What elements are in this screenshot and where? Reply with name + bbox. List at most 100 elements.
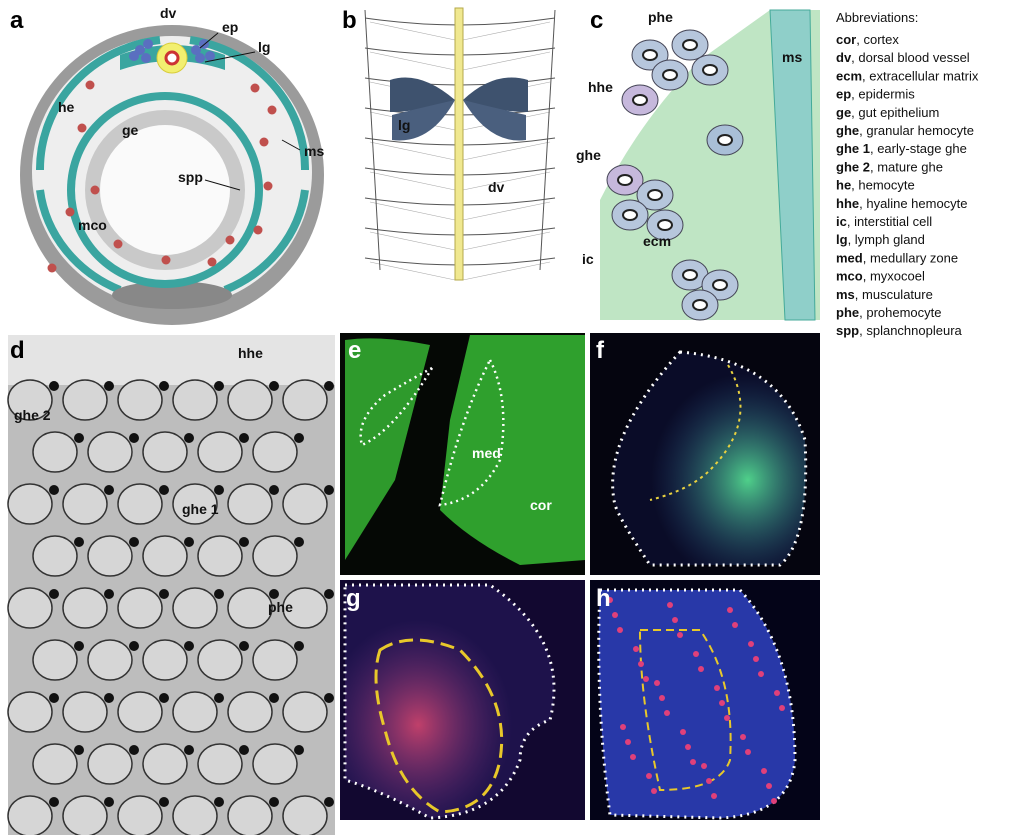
- lymph-gland-outline: [343, 583, 556, 820]
- fiber: [369, 21, 456, 41]
- granule: [214, 589, 224, 599]
- lymph-gland-lobe: [392, 100, 455, 141]
- hemocyte: [263, 181, 273, 191]
- fiber: [462, 21, 551, 41]
- nucleus: [142, 639, 188, 681]
- red-cell: [620, 724, 626, 730]
- hemocyte: [85, 80, 95, 90]
- abbreviation-definition: , extracellular matrix: [862, 68, 979, 83]
- granule: [159, 485, 169, 495]
- nucleus: [712, 279, 728, 291]
- abbreviation-term: hhe: [836, 196, 859, 211]
- nucleus: [117, 795, 163, 835]
- red-cell: [677, 632, 683, 638]
- abbreviation-definition: , medullary zone: [863, 250, 958, 265]
- medulla-outline: [374, 638, 504, 814]
- red-cell: [719, 700, 725, 706]
- nucleus: [62, 691, 108, 733]
- red-cell: [643, 676, 649, 682]
- granule: [324, 485, 334, 495]
- annotation: phe: [268, 599, 293, 615]
- granule: [129, 641, 139, 651]
- annotation: hhe: [588, 79, 613, 95]
- red-cell: [617, 627, 623, 633]
- abbreviation-definition: , early-stage ghe: [870, 141, 967, 156]
- granule: [239, 537, 249, 547]
- nucleus: [117, 587, 163, 629]
- nucleus: [617, 174, 633, 186]
- red-cell: [690, 759, 696, 765]
- granule: [324, 797, 334, 807]
- granule: [184, 537, 194, 547]
- granule: [269, 589, 279, 599]
- abbreviation: spp, splanchnopleura: [836, 323, 963, 338]
- hemocytes: [47, 80, 277, 273]
- leader: [281, 139, 301, 151]
- granule: [104, 485, 114, 495]
- granule: [74, 433, 84, 443]
- lymph-gland-lobe: [463, 100, 526, 141]
- lymph-gland-cell: [141, 53, 151, 63]
- nucleus: [62, 795, 108, 835]
- abbreviation: ghe, granular hemocyte: [836, 123, 974, 138]
- lobe: [440, 335, 585, 565]
- nucleus: [172, 483, 218, 525]
- muscle-layer: [223, 189, 309, 294]
- leader: [199, 32, 219, 49]
- muscle-layer: [189, 36, 310, 171]
- granule: [129, 433, 139, 443]
- nucleus: [642, 49, 658, 61]
- annotation: ms: [782, 49, 802, 65]
- abbreviation: ic, interstitial cell: [836, 214, 932, 229]
- abbreviation-term: phe: [836, 305, 859, 320]
- abbreviation: med, medullary zone: [836, 250, 958, 265]
- abbreviation: ep, epidermis: [836, 87, 915, 102]
- nucleus: [227, 691, 273, 733]
- red-cell: [761, 768, 767, 774]
- lymph-gland-cell: [191, 45, 201, 55]
- nucleus: [282, 379, 328, 421]
- red-cell: [680, 729, 686, 735]
- fiber: [369, 51, 456, 71]
- nucleus: [197, 535, 243, 577]
- panel-f: [590, 333, 820, 575]
- panel-label: a: [10, 7, 24, 34]
- red-cell: [774, 690, 780, 696]
- abbreviation-definition: , gut epithelium: [851, 105, 939, 120]
- granule: [129, 745, 139, 755]
- lymph-gland-outline: [597, 588, 797, 820]
- granule: [49, 797, 59, 807]
- red-cell: [753, 656, 759, 662]
- nucleus: [197, 743, 243, 785]
- abbreviation: he, hemocyte: [836, 178, 915, 193]
- red-cell: [740, 734, 746, 740]
- granule: [49, 693, 59, 703]
- annotation: med: [472, 445, 501, 461]
- red-cell: [732, 622, 738, 628]
- annotation: dv: [488, 179, 505, 195]
- nucleus: [197, 639, 243, 681]
- granule: [104, 693, 114, 703]
- panel-label: e: [348, 337, 361, 364]
- abbreviation-term: ep: [836, 87, 851, 102]
- lobe: [345, 338, 430, 560]
- red-cell: [698, 666, 704, 672]
- lymph-gland-cell: [129, 51, 139, 61]
- granule: [294, 745, 304, 755]
- granule: [269, 485, 279, 495]
- granule: [294, 433, 304, 443]
- fiber: [462, 201, 551, 221]
- abbreviation-definition: , dorsal blood vessel: [851, 50, 970, 65]
- abbreviation-definition: , hyaline hemocyte: [859, 196, 967, 211]
- abbreviation-definition: , hemocyte: [851, 178, 915, 193]
- abbreviation: hhe, hyaline hemocyte: [836, 196, 968, 211]
- granule: [239, 641, 249, 651]
- nucleus: [172, 691, 218, 733]
- hemocyte: [259, 137, 269, 147]
- lymph-gland-outline: [611, 350, 808, 567]
- granule: [159, 381, 169, 391]
- extracellular-matrix: [600, 10, 820, 320]
- abbreviation-term: ghe 2: [836, 159, 870, 174]
- granule: [49, 589, 59, 599]
- panel-d: [7, 335, 335, 835]
